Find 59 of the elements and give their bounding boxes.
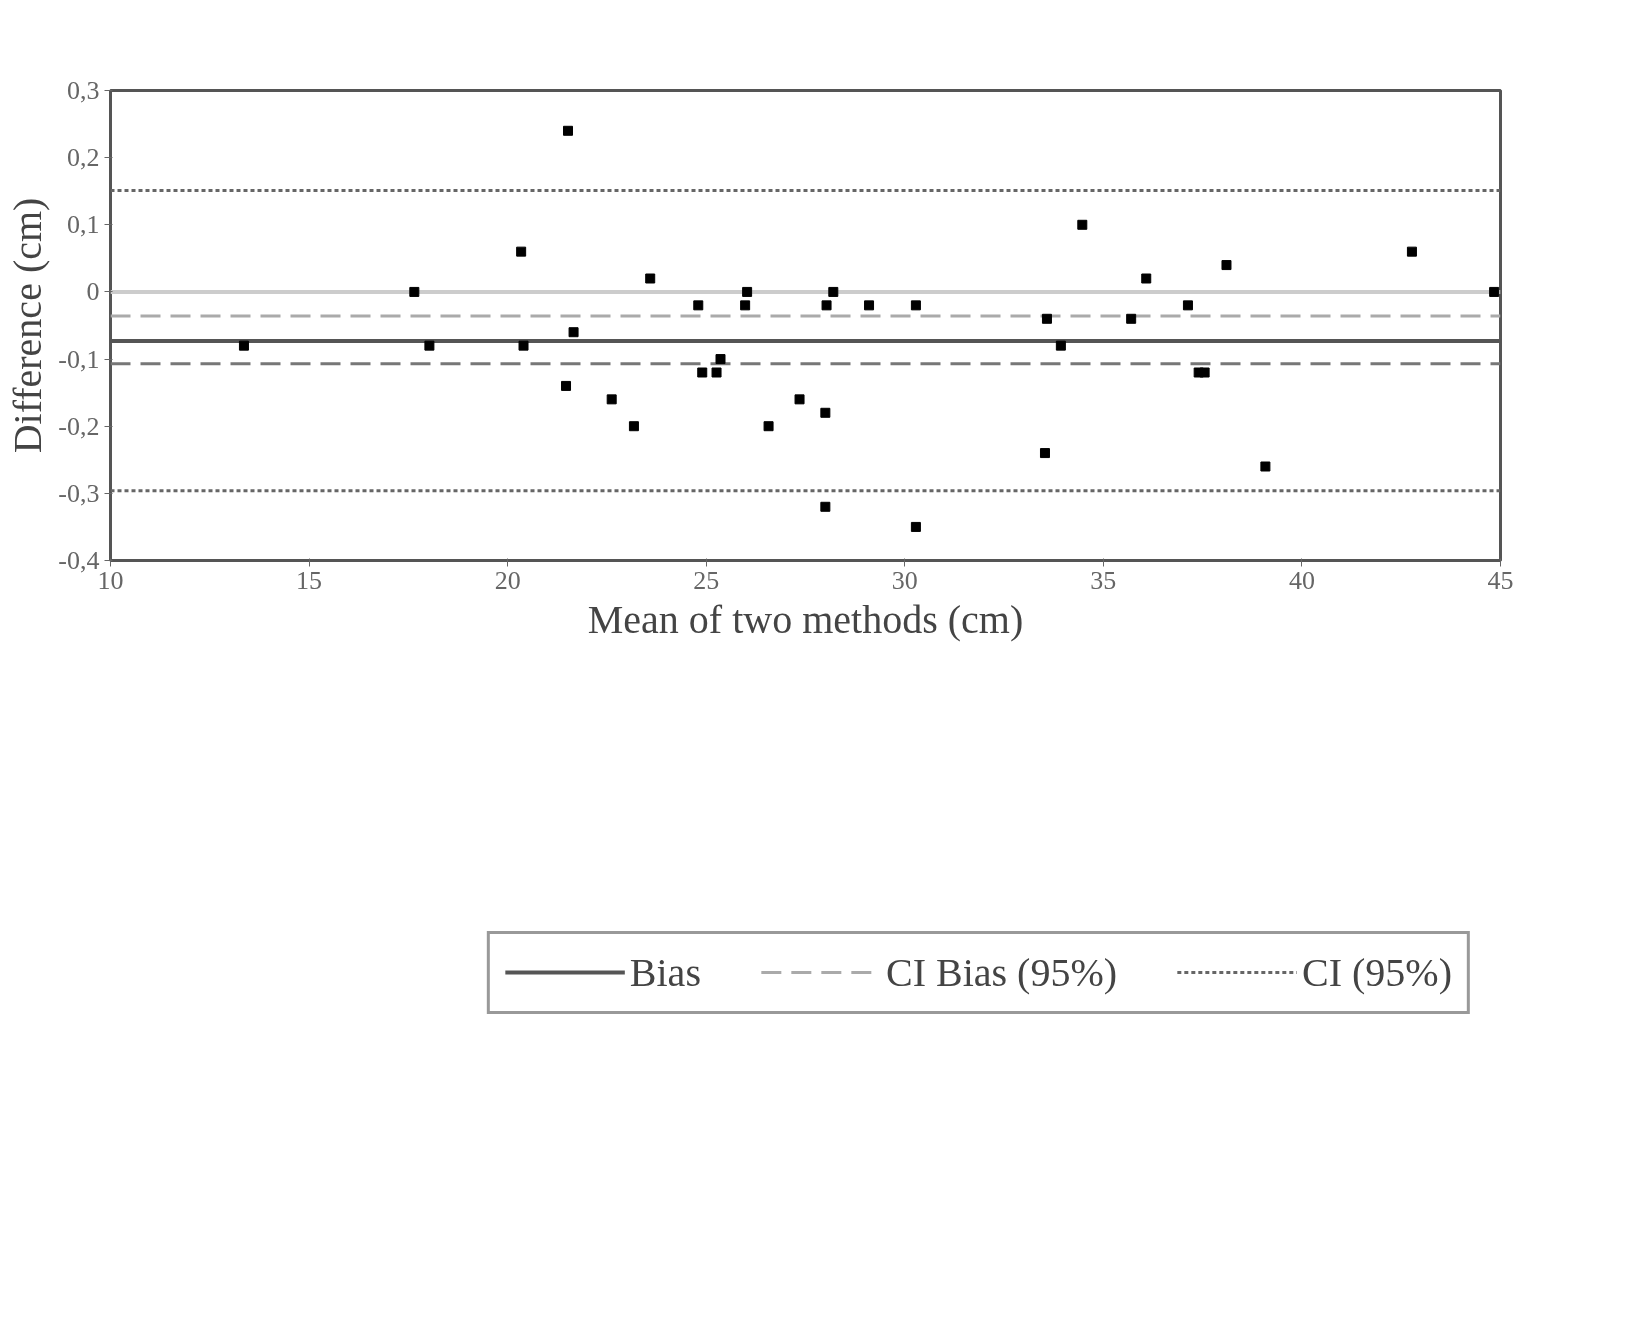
point xyxy=(742,286,753,297)
point xyxy=(820,501,831,512)
point xyxy=(910,521,921,532)
legend-label: Bias xyxy=(629,948,701,996)
point xyxy=(715,354,726,365)
x-tick-label: 20 xyxy=(494,565,521,595)
point xyxy=(1055,340,1066,351)
point xyxy=(820,407,831,418)
point xyxy=(1199,367,1210,378)
point xyxy=(740,300,751,311)
y-tick-label: -0,1 xyxy=(58,344,100,374)
point xyxy=(238,340,249,351)
x-axis-title: Mean of two methods (cm) xyxy=(587,596,1024,642)
point xyxy=(1182,300,1193,311)
point xyxy=(645,273,656,284)
point xyxy=(794,394,805,405)
y-tick-label: 0,3 xyxy=(67,76,100,105)
point xyxy=(1489,286,1500,297)
point xyxy=(910,300,921,311)
x-tick-label: 35 xyxy=(1090,565,1117,595)
point xyxy=(516,246,527,257)
point xyxy=(561,380,572,391)
x-tick-label: 30 xyxy=(891,565,918,595)
point xyxy=(693,300,704,311)
y-tick-label: -0,4 xyxy=(58,546,100,575)
legend-label: CI (95%) xyxy=(1302,948,1452,996)
x-tick-label: 40 xyxy=(1288,565,1315,595)
x-tick-label: 25 xyxy=(693,565,720,595)
x-tick-label: 10 xyxy=(97,565,124,595)
point xyxy=(628,421,639,432)
y-tick-label: 0 xyxy=(86,277,100,307)
y-tick-label: -0,3 xyxy=(58,478,100,508)
x-tick-label: 15 xyxy=(296,565,323,595)
point xyxy=(1077,219,1088,230)
y-axis-title: Difference (cm) xyxy=(5,197,51,454)
legend-label: CI Bias (95%) xyxy=(885,948,1118,996)
point xyxy=(606,394,617,405)
point xyxy=(1406,246,1417,257)
point xyxy=(563,125,574,136)
point xyxy=(1039,448,1050,459)
point xyxy=(711,367,722,378)
point xyxy=(828,286,839,297)
point xyxy=(1126,313,1137,324)
point xyxy=(763,421,774,432)
point xyxy=(1041,313,1052,324)
point xyxy=(568,327,579,338)
point xyxy=(1260,461,1271,472)
point xyxy=(409,286,420,297)
x-tick-label: 45 xyxy=(1487,565,1514,595)
point xyxy=(1141,273,1152,284)
point xyxy=(1221,260,1232,271)
y-tick-label: 0,2 xyxy=(67,143,100,173)
point xyxy=(518,340,529,351)
point xyxy=(821,300,832,311)
y-tick-label: 0,1 xyxy=(67,210,100,240)
point xyxy=(697,367,708,378)
point xyxy=(424,340,435,351)
point xyxy=(864,300,875,311)
y-tick-label: -0,2 xyxy=(58,411,100,441)
